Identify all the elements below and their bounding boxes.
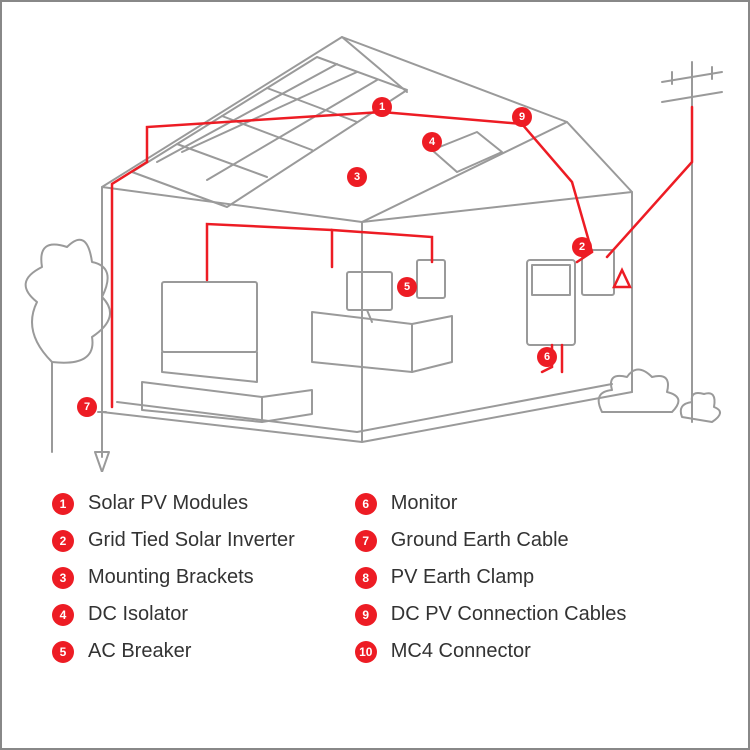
legend-marker: 7 xyxy=(355,530,377,552)
legend-item: 3 Mounting Brackets xyxy=(52,566,295,589)
legend-item: 5 AC Breaker xyxy=(52,640,295,663)
diagram-marker-1: 1 xyxy=(372,97,392,117)
diagram-marker-4: 4 xyxy=(422,132,442,152)
legend-item: 1 Solar PV Modules xyxy=(52,492,295,515)
diagram-marker-2: 2 xyxy=(572,237,592,257)
house-diagram: 1 2 3 4 5 6 7 9 xyxy=(12,12,738,472)
legend-item: 7 Ground Earth Cable xyxy=(355,529,627,552)
legend-label: Solar PV Modules xyxy=(88,492,248,515)
diagram-marker-6: 6 xyxy=(537,347,557,367)
legend-marker: 10 xyxy=(355,641,377,663)
legend-marker: 2 xyxy=(52,530,74,552)
legend-label: AC Breaker xyxy=(88,640,191,663)
legend-item: 4 DC Isolator xyxy=(52,603,295,626)
legend-column-right: 6 Monitor 7 Ground Earth Cable 8 PV Eart… xyxy=(355,492,627,663)
legend-marker: 6 xyxy=(355,493,377,515)
diagram-marker-5: 5 xyxy=(397,277,417,297)
legend-marker: 4 xyxy=(52,604,74,626)
legend-item: 8 PV Earth Clamp xyxy=(355,566,627,589)
legend-label: Grid Tied Solar Inverter xyxy=(88,529,295,552)
house-svg xyxy=(12,12,742,472)
legend-item: 10 MC4 Connector xyxy=(355,640,627,663)
legend-label: DC Isolator xyxy=(88,603,188,626)
legend-column-left: 1 Solar PV Modules 2 Grid Tied Solar Inv… xyxy=(52,492,295,663)
legend-marker: 3 xyxy=(52,567,74,589)
legend-label: PV Earth Clamp xyxy=(391,566,534,589)
legend-marker: 1 xyxy=(52,493,74,515)
diagram-marker-7: 7 xyxy=(77,397,97,417)
legend-item: 2 Grid Tied Solar Inverter xyxy=(52,529,295,552)
legend-marker: 9 xyxy=(355,604,377,626)
legend-label: Mounting Brackets xyxy=(88,566,254,589)
legend-marker: 8 xyxy=(355,567,377,589)
diagram-marker-9: 9 xyxy=(512,107,532,127)
legend-label: DC PV Connection Cables xyxy=(391,603,627,626)
legend-item: 6 Monitor xyxy=(355,492,627,515)
legend-label: Ground Earth Cable xyxy=(391,529,569,552)
legend-label: MC4 Connector xyxy=(391,640,531,663)
legend: 1 Solar PV Modules 2 Grid Tied Solar Inv… xyxy=(52,492,718,663)
legend-item: 9 DC PV Connection Cables xyxy=(355,603,627,626)
diagram-marker-3: 3 xyxy=(347,167,367,187)
legend-marker: 5 xyxy=(52,641,74,663)
legend-label: Monitor xyxy=(391,492,458,515)
